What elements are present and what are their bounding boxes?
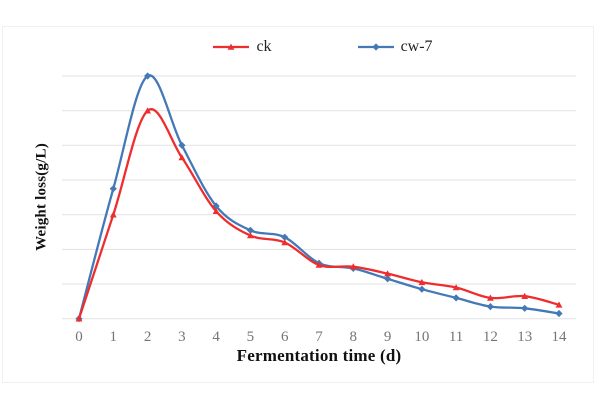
cw-7-data-marker <box>109 185 117 193</box>
ck-data-marker <box>384 270 391 277</box>
ck-data-marker <box>281 239 289 246</box>
ck-data-marker <box>521 292 529 299</box>
x-tick-label: 14 <box>552 329 568 345</box>
cw-7-data-marker <box>521 304 529 312</box>
x-tick-label: 8 <box>350 329 358 345</box>
legend-item-ck: ck <box>213 38 272 55</box>
ck-data-marker <box>555 301 563 308</box>
legend-label-ck: ck <box>256 38 272 55</box>
cw-7-data-marker <box>486 303 494 311</box>
cw-7-line-swatch <box>357 43 394 51</box>
ck-data-marker <box>418 278 426 286</box>
legend-item-cw-7: cw-7 <box>357 38 433 55</box>
chart-legend: ck cw-7 <box>23 39 600 55</box>
cw-7-data-marker <box>418 285 426 293</box>
x-tick-label: 3 <box>178 329 186 345</box>
cw-7-series-line <box>77 74 561 320</box>
ck-data-marker <box>349 263 357 270</box>
x-tick-label: 7 <box>315 329 323 345</box>
cw-7-legend-marker <box>371 43 380 51</box>
figure-border <box>2 26 594 383</box>
x-tick-label: 0 <box>75 329 83 345</box>
ck-data-marker <box>144 107 151 114</box>
ck-legend-marker <box>228 43 235 50</box>
ck-data-marker <box>452 284 460 291</box>
ck-data-marker <box>75 315 83 322</box>
ck-data-marker <box>109 211 117 218</box>
cw-7-data-marker <box>384 275 392 283</box>
x-tick-label: 4 <box>212 329 220 345</box>
ck-data-marker <box>247 232 254 239</box>
cw-7-data-marker <box>452 294 460 302</box>
cw-7-data-marker <box>555 309 563 318</box>
x-tick-label: 10 <box>414 329 429 345</box>
ck-data-marker <box>487 294 494 301</box>
x-tick-label: 2 <box>144 329 152 345</box>
x-tick-label: 1 <box>110 329 118 345</box>
cw-7-data-marker <box>144 72 152 80</box>
y-axis-title: Weight loss(g/L) <box>33 143 50 251</box>
ck-data-marker <box>315 261 323 268</box>
ck-line-swatch <box>213 43 250 50</box>
x-tick-label: 12 <box>483 329 498 345</box>
x-tick-label: 11 <box>449 329 463 345</box>
x-tick-label: 5 <box>247 329 255 345</box>
ck-series-line <box>77 108 561 320</box>
cw-7-data-marker <box>246 226 254 234</box>
cw-7-data-marker <box>281 233 289 241</box>
ck-data-marker <box>212 207 220 214</box>
cw-7-data-marker <box>178 141 186 149</box>
ck-data-marker <box>178 154 186 161</box>
x-tick-label: 9 <box>384 329 392 345</box>
x-tick-label: 13 <box>517 329 532 345</box>
legend-label-cw-7: cw-7 <box>400 38 433 55</box>
x-axis-title: Fermentation time (d) <box>236 346 402 365</box>
x-tick-label: 6 <box>281 329 289 345</box>
